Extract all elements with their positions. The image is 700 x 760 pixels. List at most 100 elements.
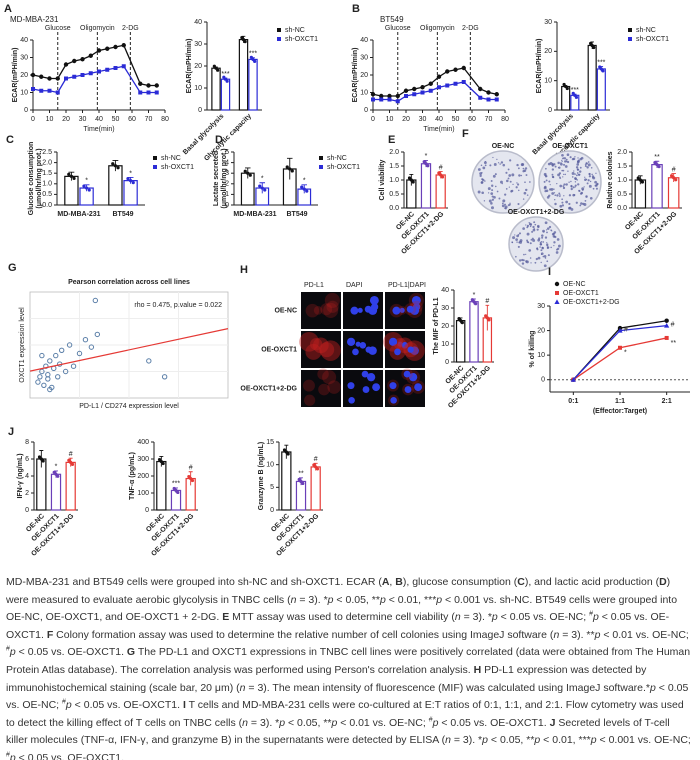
nucleus [406,305,414,313]
replicate-dot [305,189,309,193]
significance-mark: ** [298,471,304,478]
y-axis-label: % of killing [529,331,536,368]
caption-run: = 3). * [450,734,483,747]
point [570,377,576,382]
y-tick-label: 2.0 [389,149,399,156]
nucleus [389,382,397,390]
point [395,93,400,99]
point [39,74,44,79]
point [47,88,52,93]
bar [596,68,606,111]
replicate-dot [253,59,257,64]
caption-run: MTT assay was used to determine cell via… [229,611,455,624]
fit-line [29,328,229,372]
replicate-dot [565,86,569,91]
significance-mark: # [314,456,318,463]
colony [587,179,590,182]
y-tick-label: 4 [225,159,229,166]
nucleus [401,342,409,349]
replicate-dot [426,164,430,168]
caption-run: < 0.05, ** [333,593,380,606]
legend-label: OE-OXCT1 [563,290,599,297]
point [64,76,68,81]
caption-run: Colony formation assay was used to deter… [53,628,554,641]
point [63,62,69,67]
y-tick-label: 2.0 [42,159,52,166]
colony [558,166,561,169]
caption-run: p [379,593,386,606]
caption-run: < 0.001 vs. sh-NC. BT549 cells were grou… [6,593,678,624]
y-tick-label: 0 [24,107,28,114]
colony [580,202,583,205]
colony [595,187,598,190]
colony [568,202,571,206]
colony [575,166,579,169]
colony [590,167,593,169]
colony [554,199,556,201]
colony [584,178,587,181]
y-tick-label: 0 [364,107,368,114]
colony [573,170,575,172]
caption-run: p [279,716,286,729]
colony [483,200,486,202]
caption-run: PD-L1 expression was detected by immunoh… [6,663,647,694]
point [404,94,408,98]
colony [588,172,591,176]
x-tick-label: 50 [112,116,120,123]
bar [64,175,79,206]
colony [491,195,494,198]
y-axis-label: The MIF of PD-L1 [433,297,440,354]
caption-run: D [659,576,667,588]
x-tick-label: 80 [161,116,169,123]
colony [546,260,549,263]
point [618,345,622,350]
x-tick-label: BT549 [286,211,307,218]
point [146,90,151,95]
legend-label: sh-NC [161,155,181,162]
replicate-dot [288,167,292,171]
colony [561,160,563,163]
colony [516,241,518,243]
column-label: PD-L1 [304,282,324,289]
colony [561,204,565,207]
caption-run: The PD-L1 and OXCT1 expressions in TNBC … [6,646,691,676]
nucleus [346,337,356,346]
colony [571,172,575,175]
colony [561,153,564,157]
colony [546,246,549,249]
y-tick-label: 30 [194,41,202,48]
colony [583,203,587,207]
replicate-dot [190,478,195,483]
colony [550,187,554,191]
x-tick-label: MD-MBA-231 [57,211,100,218]
colony [546,227,550,230]
colony [544,236,548,239]
x-tick-label: 0 [371,116,375,123]
panel-letter: C [6,134,14,146]
colony [551,192,555,195]
caption-run: < 0.05, ** [488,734,535,747]
colony [553,245,555,247]
colony [595,172,597,174]
colony [483,161,487,165]
colony [576,172,579,174]
bar [211,67,221,111]
colony [484,164,487,167]
x-tick-label: 60 [128,116,136,123]
point [39,352,45,359]
y-tick-label: 0 [198,107,202,114]
colony [525,174,528,177]
colony [563,173,565,176]
colony [507,168,510,171]
colony [511,189,514,193]
nucleus [390,397,397,404]
replicate-dot [670,174,674,178]
pd-l1-signal [327,380,341,394]
caption-run: , [389,576,396,588]
colony [563,163,566,166]
x-tick-label: 40 [95,116,103,123]
colony [566,160,570,164]
y-tick-label: 400 [137,439,149,446]
pd-l1-signal [320,340,341,361]
y-tick-label: 0 [548,107,552,114]
